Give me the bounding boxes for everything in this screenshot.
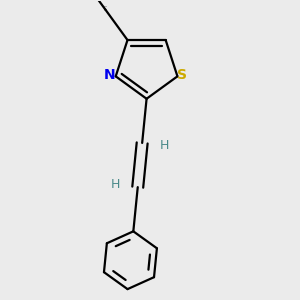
Text: H: H bbox=[160, 139, 169, 152]
Text: H: H bbox=[111, 178, 120, 191]
Text: S: S bbox=[177, 68, 187, 82]
Text: methyl: methyl bbox=[103, 6, 108, 7]
Text: N: N bbox=[104, 68, 116, 82]
